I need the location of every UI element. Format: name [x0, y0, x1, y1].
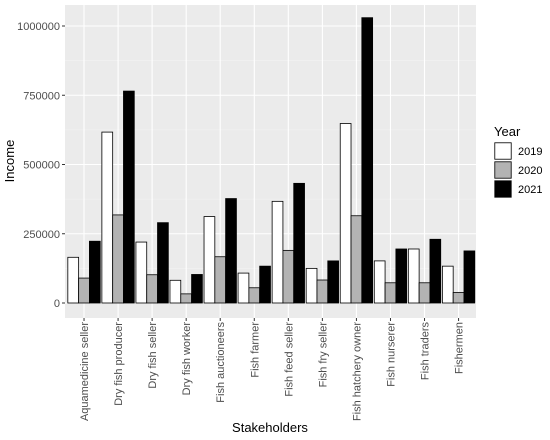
x-tick-label: Dry fish worker	[181, 322, 193, 396]
bar-2019-aquamedicine-seller	[67, 256, 80, 304]
bar-2019-fish-auctioneers	[203, 216, 216, 304]
bar-2021-fish-nurserer	[395, 248, 408, 304]
legend-key-2020	[494, 161, 512, 179]
legend-key-2021	[494, 180, 512, 198]
legend-label-2019: 2019	[518, 146, 542, 158]
bar-2019-fish-traders	[407, 248, 420, 304]
bar-2021-fish-traders	[429, 238, 442, 304]
bar-2021-dry-fish-seller	[157, 222, 169, 304]
legend-label-2021: 2021	[518, 184, 542, 196]
bar-2021-fish-auctioneers	[225, 198, 237, 304]
bar-2020-fish-farmer	[248, 287, 261, 304]
bar-2020-fishermen	[452, 292, 465, 304]
y-axis-title: Income	[2, 140, 17, 183]
bar-2021-fish-farmer	[259, 265, 271, 304]
x-tick-label: Fish traders	[420, 322, 432, 381]
bar-2020-dry-fish-worker	[180, 293, 192, 304]
x-tick-label: Fish auctioneers	[215, 322, 227, 403]
bar-2021-dry-fish-producer	[123, 90, 135, 304]
bar-2020-fish-nurserer	[384, 282, 397, 304]
bar-2019-dry-fish-seller	[135, 241, 148, 304]
bar-2019-fish-feed-seller	[271, 200, 284, 304]
legend-label-2020: 2020	[518, 165, 542, 177]
x-axis-title: Stakeholders	[232, 420, 308, 435]
bar-2019-fish-fry-seller	[305, 267, 318, 304]
y-tick-label: 250000	[23, 229, 60, 241]
bar-2019-fish-nurserer	[373, 260, 386, 304]
bar-2020-fish-hatchery-owner	[350, 215, 363, 304]
bar-2020-aquamedicine-seller	[78, 277, 90, 304]
bar-2019-fishermen	[441, 265, 454, 304]
x-tick-label: Dry fish producer	[113, 322, 125, 406]
x-tick-label: Aquamedicine seller	[79, 322, 91, 421]
y-axis: 0 250000 500000 750000 1000000	[17, 21, 65, 310]
x-tick-label: Fish hatchery owner	[351, 322, 363, 421]
bar-2019-dry-fish-worker	[169, 279, 182, 304]
bar-2020-fish-traders	[418, 282, 431, 304]
legend-title: Year	[494, 124, 521, 139]
x-tick-label: Dry fish seller	[147, 322, 159, 389]
bar-2021-fish-hatchery-owner	[361, 17, 374, 304]
bar-2020-fish-auctioneers	[214, 256, 227, 304]
bar-2021-aquamedicine-seller	[89, 240, 101, 304]
bar-2019-dry-fish-producer	[101, 131, 114, 304]
y-tick-label: 1000000	[17, 21, 60, 33]
y-tick-label: 0	[54, 298, 60, 310]
bar-2019-fish-farmer	[237, 272, 250, 304]
bar-2019-fish-hatchery-owner	[339, 123, 352, 304]
bar-2020-fish-feed-seller	[282, 249, 295, 304]
x-tick-label: Fish feed seller	[283, 322, 295, 397]
bar-2021-fish-feed-seller	[293, 182, 305, 304]
x-tick-label: Fish nurserer	[385, 322, 397, 387]
bar-2021-fishermen	[463, 250, 476, 304]
bar-2020-dry-fish-seller	[146, 274, 158, 304]
y-tick-label: 500000	[23, 160, 60, 172]
bar-2021-dry-fish-worker	[191, 274, 203, 304]
y-tick-label: 750000	[23, 90, 60, 102]
bars	[67, 17, 476, 304]
legend-key-2019	[494, 142, 512, 160]
x-tick-label: Fish fry seller	[317, 322, 329, 388]
x-tick-label: Fishermen	[454, 322, 466, 374]
x-axis: Aquamedicine seller Dry fish producer Dry …	[79, 318, 466, 421]
bar-2020-dry-fish-producer	[112, 214, 124, 304]
x-tick-label: Fish farmer	[249, 322, 261, 378]
bar-2020-fish-fry-seller	[316, 279, 329, 304]
bar-2021-fish-fry-seller	[327, 260, 339, 304]
legend: Year 2019 2020 2021	[494, 124, 542, 198]
